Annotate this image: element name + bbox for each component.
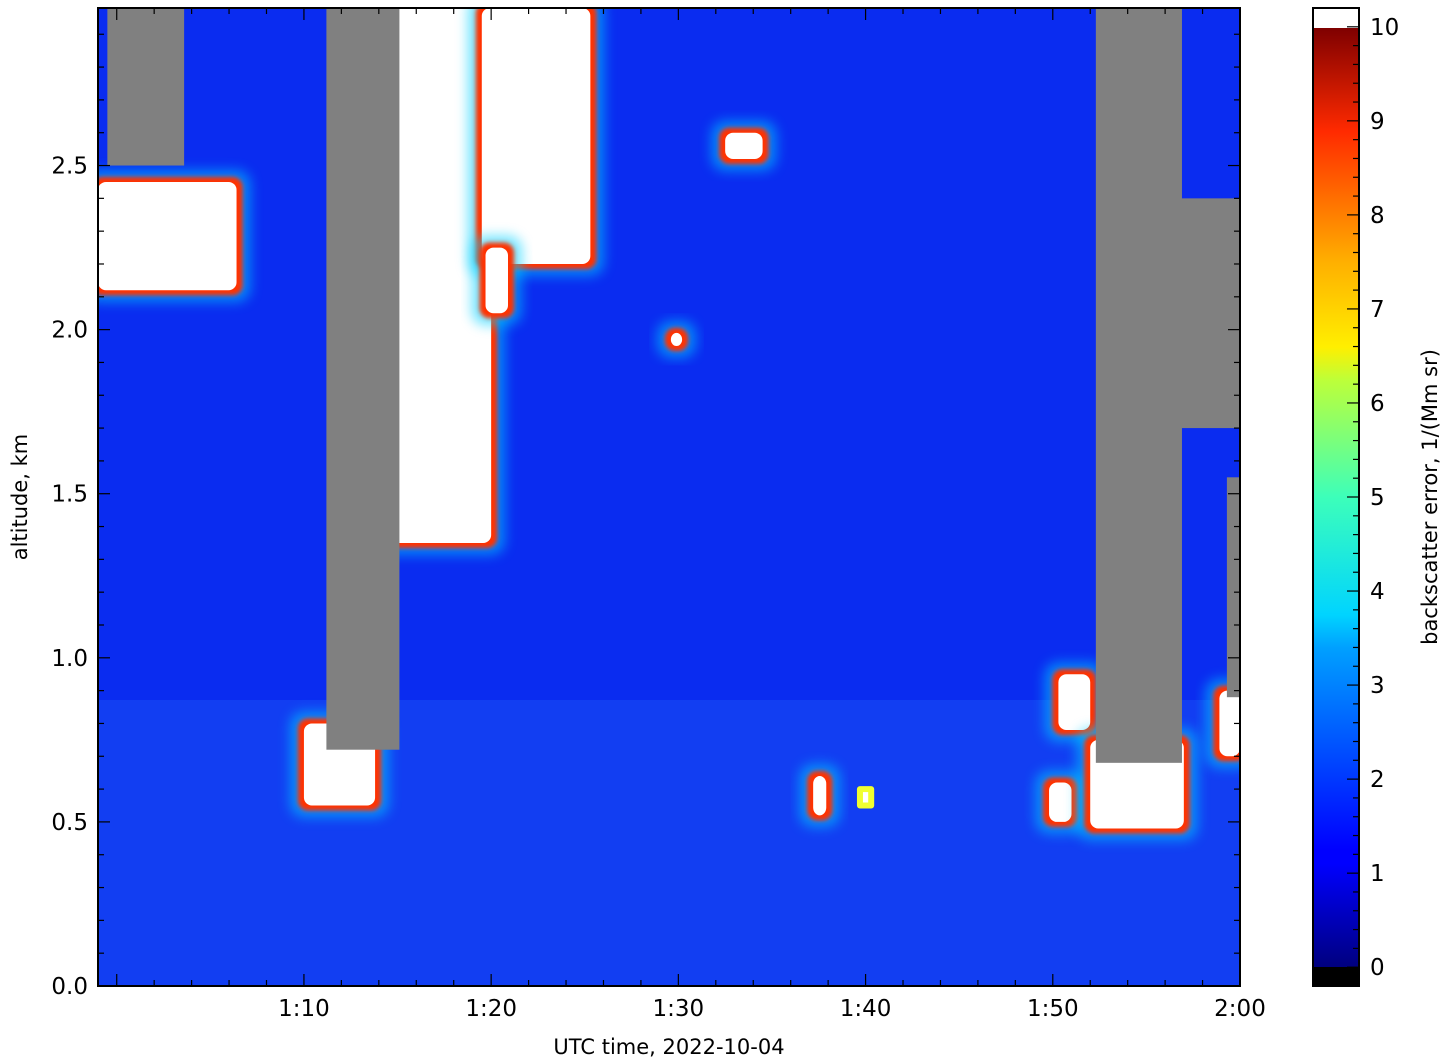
x-tick-label: 1:40: [840, 996, 892, 1022]
colorbar-tick-label: 0: [1370, 955, 1385, 981]
colorbar-tick-label: 4: [1370, 579, 1385, 605]
cloud-core: [485, 247, 508, 314]
x-tick-label: 2:00: [1214, 996, 1266, 1022]
plot-frame: [97, 7, 1241, 987]
cloud-core: [813, 775, 827, 816]
colorbar-tick-label: 1: [1370, 861, 1385, 887]
y-tick-label: 2.0: [51, 318, 88, 344]
cloud-core: [670, 332, 683, 347]
cloud-core: [1219, 690, 1240, 757]
y-axis-label: altitude, km: [8, 434, 32, 561]
y-tick-label: 0.5: [51, 810, 88, 836]
cloud-core: [1058, 674, 1091, 731]
enhanced-core: [862, 792, 869, 803]
feature-layer: [98, 8, 1240, 841]
y-axis: 0.0 0.5 1.0 1.5 2.0 2.5: [51, 33, 1240, 1000]
cloud-core: [725, 132, 763, 159]
masked-region: [107, 8, 185, 166]
x-tick-label: 1:50: [1027, 996, 1079, 1022]
colorbar: 0 1 2 3 4 5 6 7 8 9 10: [1312, 7, 1399, 987]
x-axis-label: UTC time, 2022-10-04: [553, 1035, 784, 1059]
cloud-core: [1049, 782, 1072, 822]
x-tick-label: 1:30: [653, 996, 705, 1022]
colorbar-tick-label: 8: [1370, 203, 1385, 229]
colorbar-tick-label: 10: [1370, 15, 1399, 41]
cloud-core: [369, 8, 492, 543]
y-tick-label: 0.0: [51, 974, 88, 1000]
plot-area: [98, 8, 1240, 986]
colorbar-under: [1313, 967, 1359, 986]
colorbar-tick-label: 7: [1370, 297, 1385, 323]
x-axis: 1:10 1:20 1:30 1:40 1:50 2:00: [116, 8, 1266, 1022]
colorbar-tick-label: 2: [1370, 767, 1385, 793]
colorbar-over: [1313, 8, 1359, 28]
colorbar-label: backscatter error, 1/(Mm sr): [1418, 349, 1442, 645]
y-tick-label: 2.5: [51, 154, 88, 180]
colorbar-tick-label: 9: [1370, 109, 1385, 135]
y-tick-label: 1.5: [51, 482, 88, 508]
masked-region: [1226, 477, 1240, 698]
background-gradient: [98, 700, 1240, 986]
colorbar-tick-label: 5: [1370, 485, 1385, 511]
colorbar-ticks: 0 1 2 3 4 5 6 7 8 9 10: [1347, 15, 1399, 981]
colorbar-tick-label: 6: [1370, 391, 1385, 417]
cloud-core: [98, 181, 237, 291]
masked-region: [326, 8, 400, 750]
x-tick-label: 1:10: [278, 996, 330, 1022]
cloud-core: [481, 8, 591, 264]
masked-region: [1095, 8, 1182, 763]
y-tick-label: 1.0: [51, 646, 88, 672]
colorbar-tick-label: 3: [1370, 673, 1385, 699]
x-tick-label: 1:20: [465, 996, 517, 1022]
masked-region: [1174, 198, 1240, 429]
